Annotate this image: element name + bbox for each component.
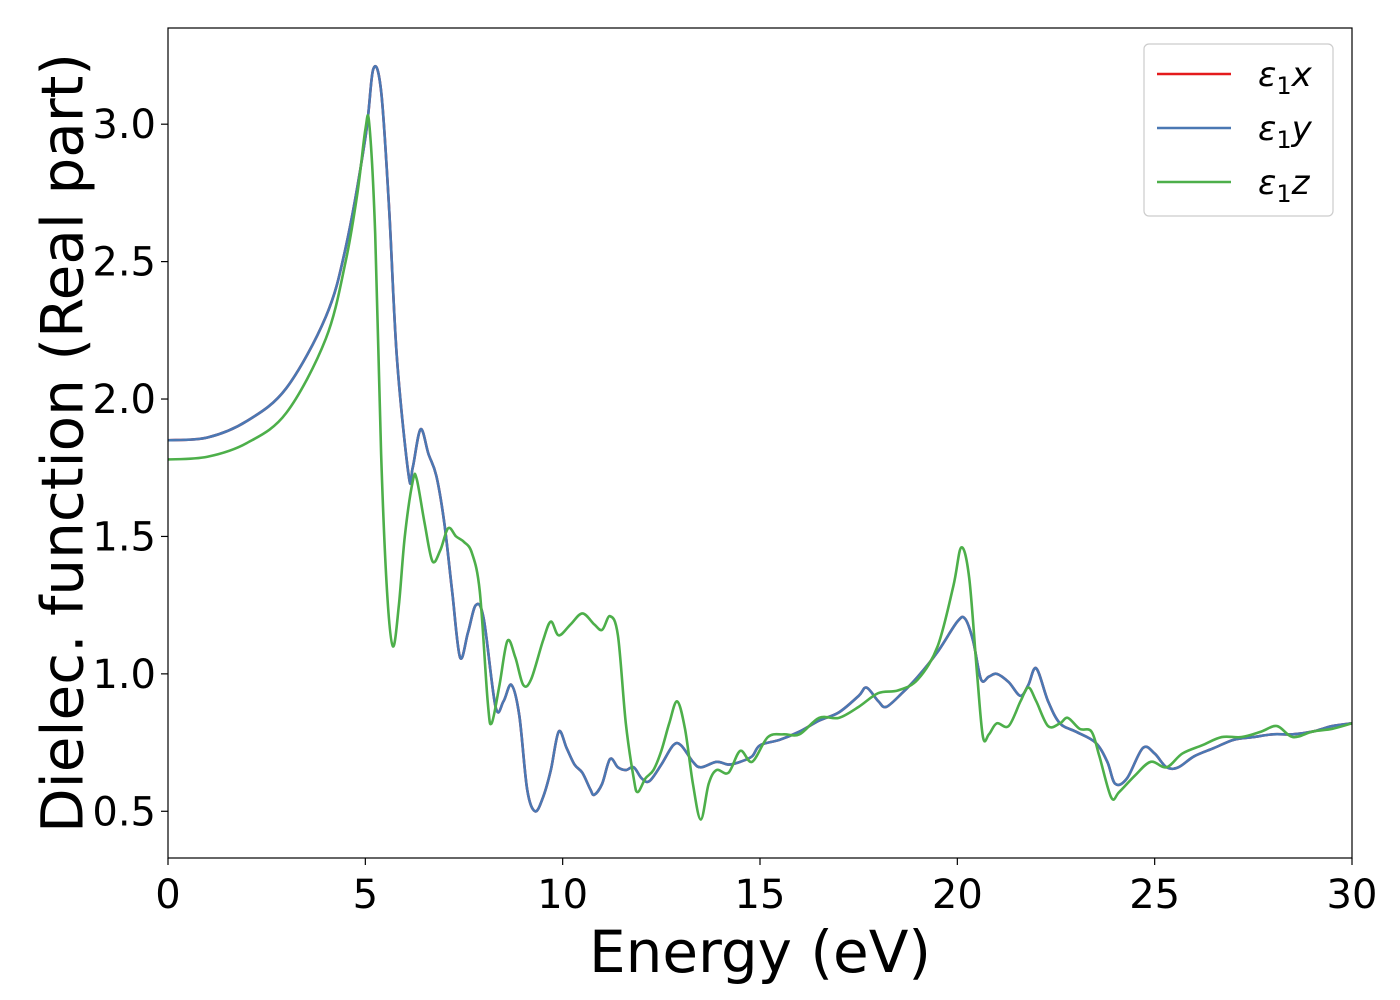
legend-label-x: ε1x	[1258, 55, 1313, 100]
y-axis-ticks: 0.5 1.0 1.5 2.0 2.5 3.0	[92, 102, 168, 835]
series-line-z	[168, 113, 1352, 821]
series-lines	[168, 64, 1352, 821]
x-tick-label: 10	[537, 872, 588, 918]
x-axis-ticks: 0 5 10 15 20 25 30	[155, 858, 1377, 918]
x-axis-title: Energy (eV)	[589, 918, 931, 986]
legend-label-z: ε1z	[1258, 163, 1311, 208]
x-tick-label: 30	[1327, 872, 1378, 918]
x-tick-label: 5	[353, 872, 378, 918]
y-tick-label: 1.5	[92, 514, 156, 560]
y-tick-label: 2.0	[92, 377, 156, 423]
x-tick-label: 25	[1129, 872, 1180, 918]
y-tick-label: 1.0	[92, 652, 156, 698]
legend-label-y: ε1y	[1258, 109, 1313, 154]
x-tick-label: 0	[155, 872, 180, 918]
y-tick-label: 3.0	[92, 102, 156, 148]
x-tick-label: 15	[735, 872, 786, 918]
y-tick-label: 0.5	[92, 789, 156, 835]
x-tick-label: 20	[932, 872, 983, 918]
y-axis-title: Dielec. function (Real part)	[28, 53, 96, 833]
y-tick-label: 2.5	[92, 240, 156, 286]
legend-box	[1143, 43, 1334, 217]
legend: ε1x ε1y ε1z	[1143, 43, 1334, 217]
